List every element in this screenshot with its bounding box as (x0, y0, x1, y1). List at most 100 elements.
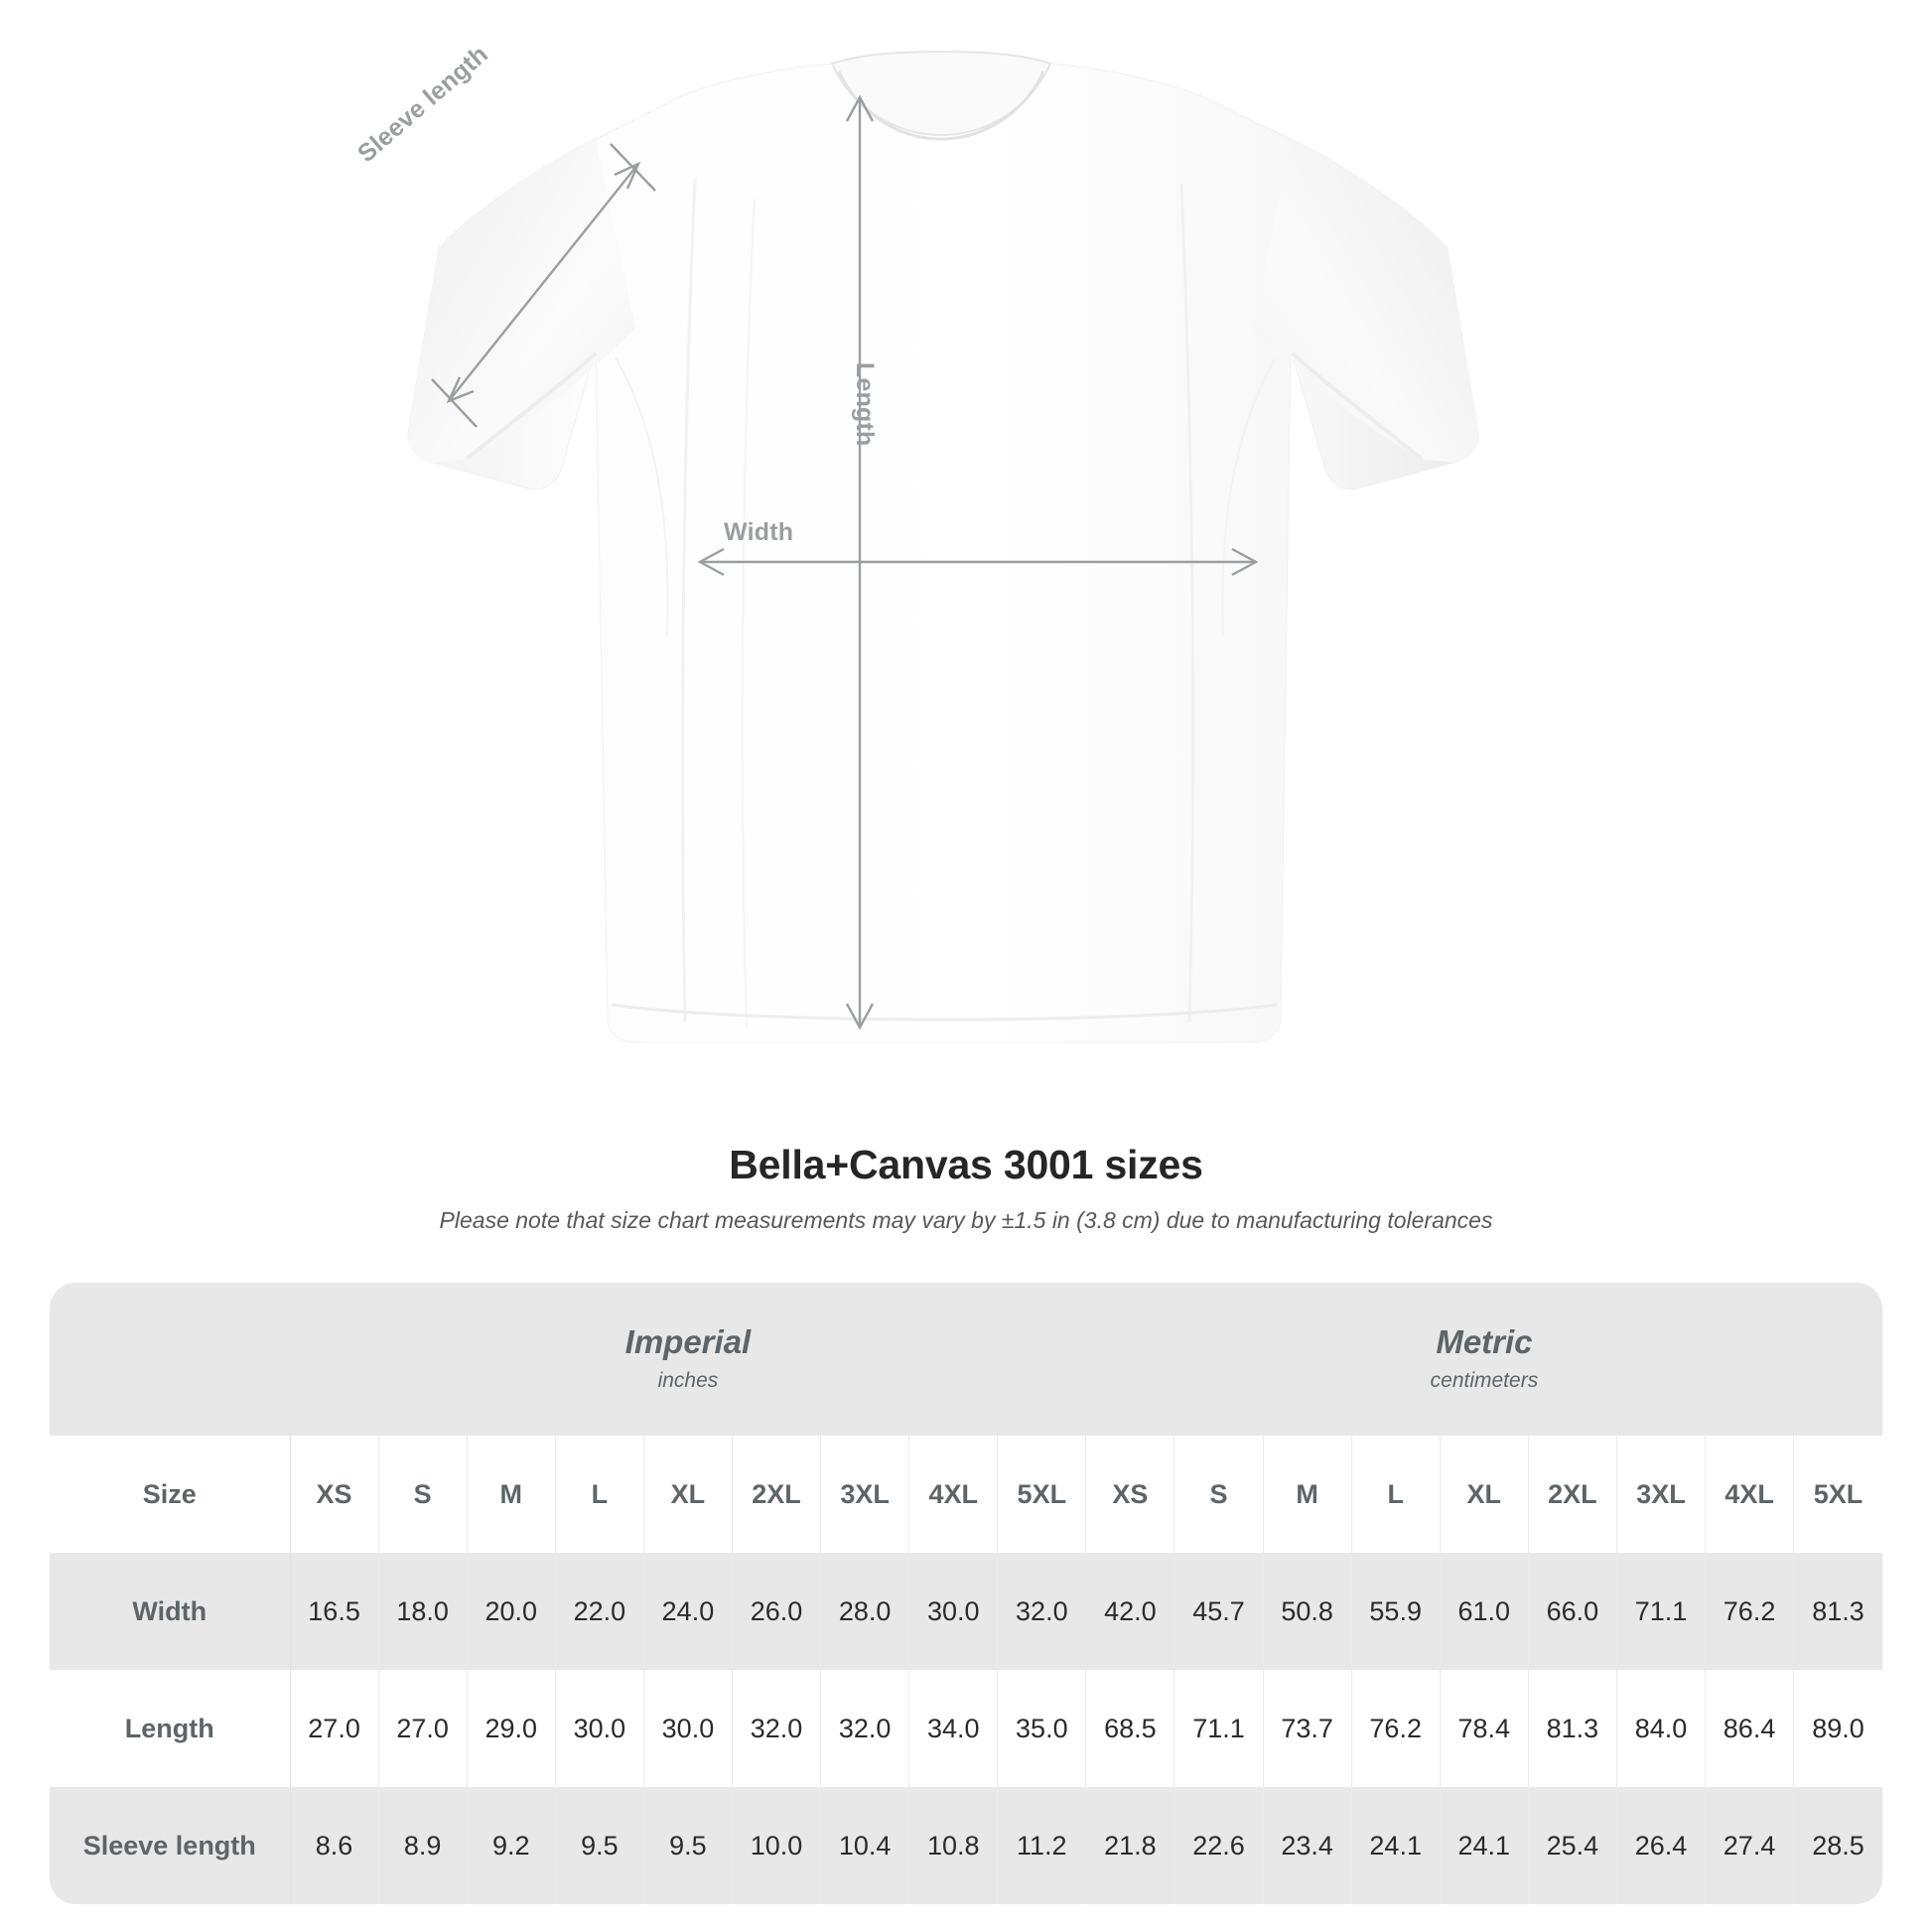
cell: 27.0 (378, 1670, 468, 1787)
cell: 21.8 (1085, 1787, 1175, 1904)
cell: 28.0 (820, 1553, 910, 1670)
cell: 24.1 (1351, 1787, 1441, 1904)
column-header-5: 2XL (732, 1436, 822, 1553)
shirt-body-shape (407, 50, 1479, 1043)
column-header-15: 3XL (1616, 1436, 1707, 1553)
column-header-6: 3XL (820, 1436, 910, 1553)
cell: 8.9 (378, 1787, 468, 1904)
column-header-2: M (467, 1436, 556, 1553)
cell: 10.0 (732, 1787, 822, 1904)
width-guide (697, 547, 1259, 577)
column-header-7: 4XL (908, 1436, 999, 1553)
cell: 45.7 (1173, 1553, 1264, 1670)
cell: 35.0 (997, 1670, 1087, 1787)
cell: 26.4 (1616, 1787, 1707, 1904)
tshirt-illustration: Sleeve length Length Width (352, 41, 1479, 1043)
table-row: Length 27.0 27.0 29.0 30.0 30.0 32.0 32.0 34.0 35… (50, 1670, 1882, 1787)
table-row: Width 16.5 18.0 20.0 22.0 24.0 26.0 28.0 30.0 32.… (50, 1553, 1882, 1670)
cell: 23.4 (1263, 1787, 1352, 1904)
tshirt-graphic (407, 50, 1479, 1043)
size-table-wrapper: Imperial inches Metric centimeters Size X… (50, 1283, 1882, 1904)
unit-group-imperial: Imperial inches (290, 1283, 1086, 1436)
unit-group-metric: Metric centimeters (1085, 1283, 1882, 1436)
column-header-8: 5XL (997, 1436, 1087, 1553)
length-label: Length (851, 362, 879, 447)
column-header-0: XS (290, 1436, 379, 1553)
column-header-10: S (1173, 1436, 1264, 1553)
row-label-size: Size (50, 1436, 291, 1553)
cell: 34.0 (908, 1670, 999, 1787)
cell: 20.0 (467, 1553, 556, 1670)
cell: 29.0 (467, 1670, 556, 1787)
unit-sub-metric: centimeters (1430, 1369, 1539, 1393)
cell: 89.0 (1793, 1670, 1882, 1787)
cell: 10.8 (908, 1787, 999, 1904)
column-header-14: 2XL (1528, 1436, 1617, 1553)
cell: 86.4 (1705, 1670, 1795, 1787)
column-header-16: 4XL (1705, 1436, 1795, 1553)
unit-sub-imperial: inches (657, 1369, 719, 1393)
cell: 76.2 (1351, 1670, 1441, 1787)
cell: 30.0 (643, 1670, 733, 1787)
column-header-9: XS (1085, 1436, 1175, 1553)
cell: 25.4 (1528, 1787, 1617, 1904)
cell: 81.3 (1793, 1553, 1882, 1670)
cell: 27.0 (290, 1670, 379, 1787)
cell: 28.5 (1793, 1787, 1882, 1904)
size-table: Imperial inches Metric centimeters Size X… (50, 1283, 1882, 1904)
cell: 18.0 (378, 1553, 468, 1670)
cell: 32.0 (732, 1670, 822, 1787)
cell: 9.5 (555, 1787, 644, 1904)
title-block: Bella+Canvas 3001 sizes Please note that… (0, 1142, 1932, 1234)
cell: 78.4 (1440, 1670, 1529, 1787)
cell: 11.2 (997, 1787, 1087, 1904)
column-header-4: XL (643, 1436, 733, 1553)
cell: 71.1 (1173, 1670, 1264, 1787)
row-label-width: Width (50, 1553, 291, 1670)
row-label-sleeve-length: Sleeve length (50, 1787, 291, 1904)
tolerance-note: Please note that size chart measurements… (439, 1207, 1493, 1233)
table-row-size-header: Size XS S M L XL 2XL 3XL 4XL 5XL XS S M L XL 2XL 3XL 4XL 5… (50, 1436, 1882, 1553)
unit-title-imperial: Imperial (624, 1322, 752, 1360)
cell: 66.0 (1528, 1553, 1617, 1670)
cell: 68.5 (1085, 1670, 1175, 1787)
sleeve-length-guide (431, 143, 656, 428)
cell: 9.2 (467, 1787, 556, 1904)
cell: 81.3 (1528, 1670, 1617, 1787)
cell: 71.1 (1616, 1553, 1707, 1670)
cell: 26.0 (732, 1553, 822, 1670)
unit-header: Imperial inches Metric centimeters (50, 1283, 1882, 1436)
column-header-3: L (555, 1436, 644, 1553)
cell: 24.0 (643, 1553, 733, 1670)
cell: 27.4 (1705, 1787, 1795, 1904)
cell: 73.7 (1263, 1670, 1352, 1787)
column-header-17: 5XL (1793, 1436, 1882, 1553)
cell: 24.1 (1440, 1787, 1529, 1904)
unit-title-metric: Metric (1436, 1322, 1533, 1360)
column-header-1: S (378, 1436, 468, 1553)
cell: 42.0 (1085, 1553, 1175, 1670)
cell: 32.0 (997, 1553, 1087, 1670)
unit-header-spacer (50, 1283, 291, 1436)
cell: 30.0 (555, 1670, 644, 1787)
cell: 8.6 (290, 1787, 379, 1904)
measurement-guides (431, 94, 1259, 1031)
cell: 61.0 (1440, 1553, 1529, 1670)
cell: 55.9 (1351, 1553, 1441, 1670)
cell: 84.0 (1616, 1670, 1707, 1787)
cell: 10.4 (820, 1787, 910, 1904)
cell: 9.5 (643, 1787, 733, 1904)
cell: 76.2 (1705, 1553, 1795, 1670)
row-label-length: Length (50, 1670, 291, 1787)
cell: 22.6 (1173, 1787, 1264, 1904)
page-title: Bella+Canvas 3001 sizes (729, 1142, 1203, 1187)
cell: 50.8 (1263, 1553, 1352, 1670)
cell: 30.0 (908, 1553, 999, 1670)
column-header-12: L (1351, 1436, 1441, 1553)
width-label: Width (724, 518, 794, 546)
column-header-11: M (1263, 1436, 1352, 1553)
size-table-body: Size XS S M L XL 2XL 3XL 4XL 5XL XS S M L XL 2XL 3XL 4XL 5… (50, 1436, 1882, 1904)
table-row: Sleeve length 8.6 8.9 9.2 9.5 9.5 10.0 10.4 10.8… (50, 1787, 1882, 1904)
cell: 16.5 (290, 1553, 379, 1670)
